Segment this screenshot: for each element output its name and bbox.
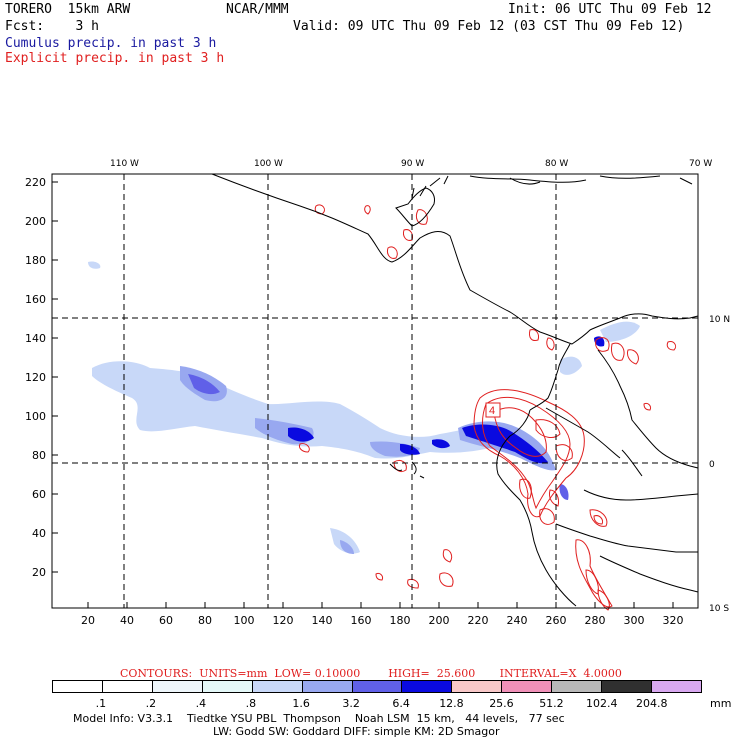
lon-label-90w: 90 W bbox=[401, 159, 424, 169]
y-label: 200 bbox=[25, 215, 46, 228]
x-label: 260 bbox=[546, 614, 567, 627]
y-label: 40 bbox=[32, 527, 46, 540]
x-label: 80 bbox=[198, 614, 212, 627]
lon-label-80w: 80 W bbox=[545, 159, 568, 169]
cumulus-precip-label: Cumulus precip. in past 3 h bbox=[5, 36, 217, 51]
lat-label-0: 0 bbox=[709, 460, 715, 470]
x-label: 180 bbox=[390, 614, 411, 627]
lon-label-100w: 100 W bbox=[254, 159, 283, 169]
coastlines bbox=[211, 173, 699, 607]
x-label: 240 bbox=[507, 614, 528, 627]
legend-value: .2 bbox=[145, 697, 157, 710]
cumulus-precip-shading bbox=[88, 261, 640, 554]
legend-swatch bbox=[302, 681, 353, 692]
y-label: 140 bbox=[25, 332, 46, 345]
legend-swatch bbox=[102, 681, 153, 692]
forecast-hour: Fcst: 3 h bbox=[5, 19, 99, 34]
legend-value: 51.2 bbox=[539, 697, 564, 710]
legend-swatch bbox=[152, 681, 203, 692]
legend-value: 3.2 bbox=[342, 697, 360, 710]
y-label: 120 bbox=[25, 371, 46, 384]
contour-label: 4 bbox=[489, 405, 495, 417]
explicit-precip-label: Explicit precip. in past 3 h bbox=[5, 51, 225, 66]
legend-swatch bbox=[652, 681, 701, 692]
physics-info-line: LW: Godd SW: Goddard DIFF: simple KM: 2D… bbox=[213, 725, 500, 738]
legend-value: .1 bbox=[95, 697, 107, 710]
x-label: 100 bbox=[234, 614, 255, 627]
legend-unit: mm bbox=[710, 697, 732, 710]
x-label: 220 bbox=[468, 614, 489, 627]
legend-value: .4 bbox=[195, 697, 207, 710]
x-axis-ticks bbox=[87, 602, 674, 608]
map-frame bbox=[51, 173, 699, 609]
x-label: 20 bbox=[81, 614, 95, 627]
legend-value: 204.8 bbox=[636, 697, 668, 710]
organization-label: NCAR/MMM bbox=[226, 2, 289, 17]
x-label: 140 bbox=[312, 614, 333, 627]
lat-lon-grid bbox=[52, 174, 698, 608]
legend-value: 102.4 bbox=[586, 697, 618, 710]
y-axis-ticks bbox=[52, 181, 58, 573]
lat-label-10n: 10 N bbox=[709, 315, 730, 325]
x-label: 200 bbox=[429, 614, 450, 627]
valid-time: Valid: 09 UTC Thu 09 Feb 12 (03 CST Thu … bbox=[293, 19, 685, 34]
legend-swatch bbox=[502, 681, 553, 692]
lon-label-110w: 110 W bbox=[110, 159, 139, 169]
model-info-line: Model Info: V3.3.1 Tiedtke YSU PBL Thomp… bbox=[73, 712, 565, 725]
y-label: 100 bbox=[25, 410, 46, 423]
x-label: 40 bbox=[120, 614, 134, 627]
legend-swatch bbox=[452, 681, 503, 692]
legend-swatch bbox=[402, 681, 453, 692]
legend-value: 1.6 bbox=[292, 697, 310, 710]
y-label: 180 bbox=[25, 254, 46, 267]
x-label: 320 bbox=[663, 614, 684, 627]
x-label: 120 bbox=[273, 614, 294, 627]
model-title: TORERO 15km ARW bbox=[5, 2, 131, 17]
legend-swatch bbox=[252, 681, 303, 692]
legend-swatch bbox=[202, 681, 253, 692]
y-label: 80 bbox=[32, 449, 46, 462]
x-label: 300 bbox=[624, 614, 645, 627]
legend-value: 12.8 bbox=[439, 697, 464, 710]
y-label: 20 bbox=[32, 566, 46, 579]
legend-value: 25.6 bbox=[489, 697, 514, 710]
y-label: 220 bbox=[25, 176, 46, 189]
x-label: 160 bbox=[351, 614, 372, 627]
lon-label-70w: 70 W bbox=[689, 159, 712, 169]
contour-label-box bbox=[485, 402, 501, 418]
x-label: 280 bbox=[585, 614, 606, 627]
init-time: Init: 06 UTC Thu 09 Feb 12 bbox=[508, 2, 712, 17]
y-label: 60 bbox=[32, 488, 46, 501]
contour-info: CONTOURS: UNITS=mm LOW= 0.10000 HIGH= 25… bbox=[120, 667, 622, 680]
legend-value: .8 bbox=[245, 697, 257, 710]
legend-swatch bbox=[552, 681, 603, 692]
legend-swatch bbox=[352, 681, 403, 692]
y-label: 160 bbox=[25, 293, 46, 306]
x-label: 60 bbox=[159, 614, 173, 627]
lat-label-10s: 10 S bbox=[709, 604, 729, 614]
legend-swatch bbox=[53, 681, 103, 692]
color-legend-bar bbox=[52, 680, 702, 693]
legend-swatch bbox=[602, 681, 653, 692]
legend-value: 6.4 bbox=[392, 697, 410, 710]
